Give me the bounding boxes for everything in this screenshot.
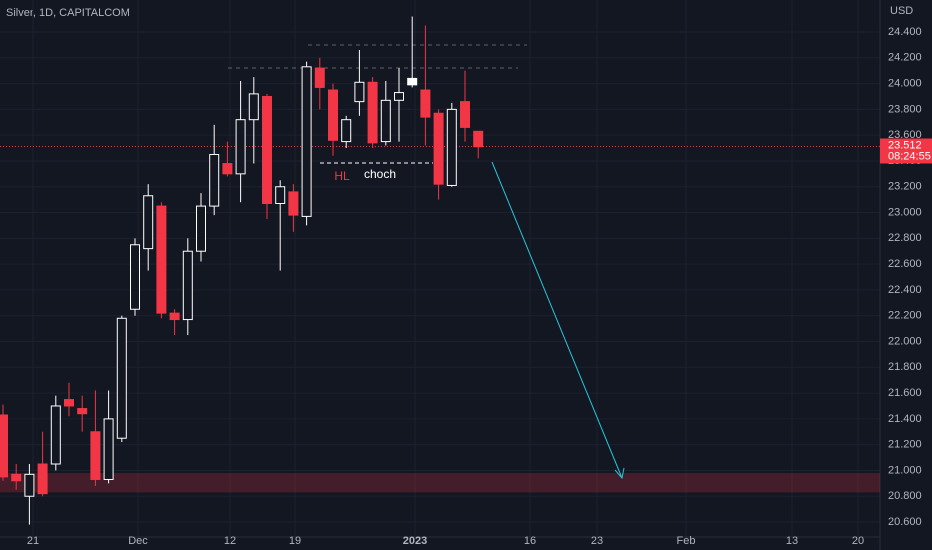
candle-body <box>460 101 470 128</box>
candle-body <box>0 414 8 478</box>
candle-body <box>209 153 220 207</box>
candle-body <box>130 244 140 310</box>
y-tick-label: 24.000 <box>888 77 922 89</box>
y-tick-label: 24.400 <box>888 26 922 38</box>
y-tick-label: 22.200 <box>888 310 922 322</box>
candle-body <box>169 312 180 321</box>
last-price-label: 23.512 <box>888 139 922 151</box>
annotation: choch <box>364 167 396 181</box>
candle-body <box>380 99 391 143</box>
y-tick-label: 21.400 <box>888 413 922 425</box>
price-badge <box>880 138 932 164</box>
x-tick-label: Dec <box>128 535 148 547</box>
y-tick-label: 20.800 <box>888 490 922 502</box>
candle-body <box>11 473 22 482</box>
annotation: HL <box>334 169 350 183</box>
y-tick-label: 21.800 <box>888 361 922 373</box>
candle-body <box>64 399 74 407</box>
candle-body <box>367 81 378 144</box>
candle-body <box>275 186 286 205</box>
y-tick-label: 22.600 <box>888 258 922 270</box>
countdown-label: 08:24:55 <box>888 150 931 162</box>
x-tick-label: Feb <box>677 535 696 547</box>
candle-body <box>433 112 444 185</box>
y-tick-label: 20.600 <box>888 516 922 528</box>
y-tick-label: 21.200 <box>888 439 922 451</box>
candle-body <box>24 473 35 497</box>
y-tick-label: 22.000 <box>888 335 922 347</box>
candle-body <box>301 66 312 217</box>
candle-body <box>420 89 431 118</box>
x-tick-label: 21 <box>27 535 39 547</box>
candle-body <box>314 67 325 88</box>
candle-body <box>222 163 233 175</box>
y-tick-label: 23.000 <box>888 206 922 218</box>
x-tick-label: 23 <box>591 535 603 547</box>
candle-body <box>248 93 259 121</box>
candle-body <box>262 95 272 205</box>
candle-body <box>407 77 418 86</box>
support-zone <box>0 473 880 493</box>
arrow-head <box>614 467 625 480</box>
candle-body <box>143 195 154 250</box>
y-tick-label: 21.000 <box>888 464 922 476</box>
candle-body <box>328 89 338 141</box>
candle-body <box>116 317 127 439</box>
y-tick-label: 24.200 <box>888 52 922 64</box>
candle-body <box>196 205 206 252</box>
x-tick-label: 16 <box>524 535 536 547</box>
y-tick-label: 21.600 <box>888 387 922 399</box>
candle-body <box>182 250 193 321</box>
x-tick-label: 20 <box>852 535 864 547</box>
candle-body <box>156 205 167 314</box>
currency-label: USD <box>890 5 913 17</box>
candle-body <box>341 119 352 143</box>
grid <box>0 0 880 537</box>
candle-body <box>37 463 48 495</box>
x-tick-label: 2023 <box>403 535 427 547</box>
y-tick-label: 23.600 <box>888 129 922 141</box>
x-tick-label: 19 <box>289 535 301 547</box>
projection-arrow <box>491 161 623 479</box>
y-tick-label: 22.400 <box>888 284 922 296</box>
candle-body <box>103 418 114 480</box>
candle-body <box>90 431 101 480</box>
chart-title: Silver, 1D, CAPITALCOM <box>6 7 130 19</box>
candle-body <box>288 191 299 216</box>
candle-body <box>473 130 484 148</box>
x-tick-label: 13 <box>786 535 798 547</box>
y-tick-label: 22.800 <box>888 232 922 244</box>
candle-body <box>235 119 246 175</box>
candle-body <box>354 81 365 103</box>
x-tick-label: 12 <box>224 535 236 547</box>
candle-body <box>50 405 61 465</box>
y-tick-label: 23.200 <box>888 181 922 193</box>
candle-body <box>77 408 88 415</box>
candle-body <box>394 92 404 101</box>
candle-body <box>446 108 457 186</box>
y-tick-label: 23.800 <box>888 103 922 115</box>
